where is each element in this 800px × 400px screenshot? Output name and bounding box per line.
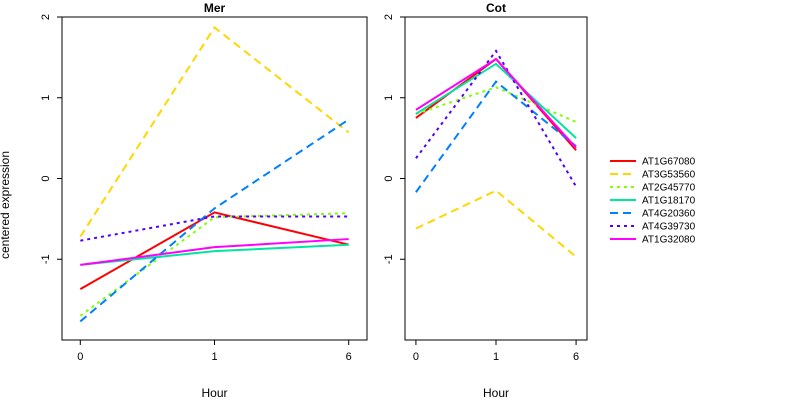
- legend-label: AT3G53560: [642, 170, 696, 181]
- legend-item: AT2G45770: [610, 183, 696, 194]
- legend-item: AT4G20360: [610, 209, 696, 220]
- y-tick-label: 1: [383, 95, 395, 101]
- x-tick-label: 0: [413, 351, 419, 363]
- panel-cot: -1 0 1 2 0 1 6 Cot Hour: [383, 1, 588, 400]
- legend-label: AT1G18170: [642, 196, 696, 207]
- legend-item: AT3G53560: [610, 170, 696, 181]
- y-tick-label: -1: [383, 254, 395, 264]
- series-line-at4g39730: [415, 49, 577, 188]
- panel-title: Mer: [204, 1, 226, 15]
- y-axis-label: centered expression: [0, 151, 12, 259]
- series-line-at2g45770: [79, 212, 349, 317]
- plot-frame: [61, 16, 368, 341]
- series-line-at4g20360: [79, 118, 350, 323]
- series-line-at1g67080: [415, 57, 577, 151]
- x-axis-label: Hour: [201, 386, 227, 400]
- legend-item: AT1G32080: [610, 235, 696, 246]
- y-tick-label: 0: [40, 175, 52, 181]
- legend-item: AT4G39730: [610, 222, 696, 233]
- panel-mer: -1 0 1 2 0 1 6 Mer Hour: [40, 1, 368, 400]
- series-line-at1g32080: [415, 57, 577, 149]
- panels: -1 0 1 2 0 1 6 Mer Hour -1 0 1 2 0 1 6 Cot Hour: [40, 1, 588, 400]
- series-line-at1g18170: [415, 62, 577, 139]
- legend-label: AT1G32080: [642, 235, 696, 246]
- x-tick-label: 1: [493, 351, 499, 363]
- y-tick-label: 1: [40, 95, 52, 101]
- series-line-at1g18170: [80, 243, 349, 266]
- x-tick-label: 0: [77, 351, 83, 363]
- legend-label: AT4G20360: [642, 209, 696, 220]
- legend-label: AT4G39730: [642, 222, 696, 233]
- y-tick-label: 2: [40, 14, 52, 20]
- legend: AT1G67080 AT3G53560 AT2G45770 AT1G18170 AT4G…: [610, 157, 696, 246]
- x-tick-label: 6: [346, 351, 352, 363]
- series-line-at3g53560: [415, 189, 577, 258]
- series-line-at1g67080: [79, 211, 349, 290]
- panel-title: Cot: [486, 1, 506, 15]
- y-tick-label: -1: [40, 254, 52, 264]
- x-tick-label: 6: [573, 351, 579, 363]
- x-tick-label: 1: [211, 351, 217, 363]
- y-tick-label: 0: [383, 175, 395, 181]
- legend-label: AT1G67080: [642, 157, 696, 168]
- series-line-at4g20360: [415, 80, 577, 193]
- plot-frame: [404, 16, 588, 341]
- series-line-at3g53560: [79, 26, 350, 238]
- series-line-at4g39730: [80, 215, 349, 242]
- y-tick-label: 2: [383, 14, 395, 20]
- legend-item: AT1G18170: [610, 196, 696, 207]
- legend-label: AT2G45770: [642, 183, 696, 194]
- series-line-at1g32080: [80, 238, 349, 266]
- legend-item: AT1G67080: [610, 157, 696, 168]
- x-axis-label: Hour: [483, 386, 509, 400]
- series-line-at2g45770: [415, 86, 577, 123]
